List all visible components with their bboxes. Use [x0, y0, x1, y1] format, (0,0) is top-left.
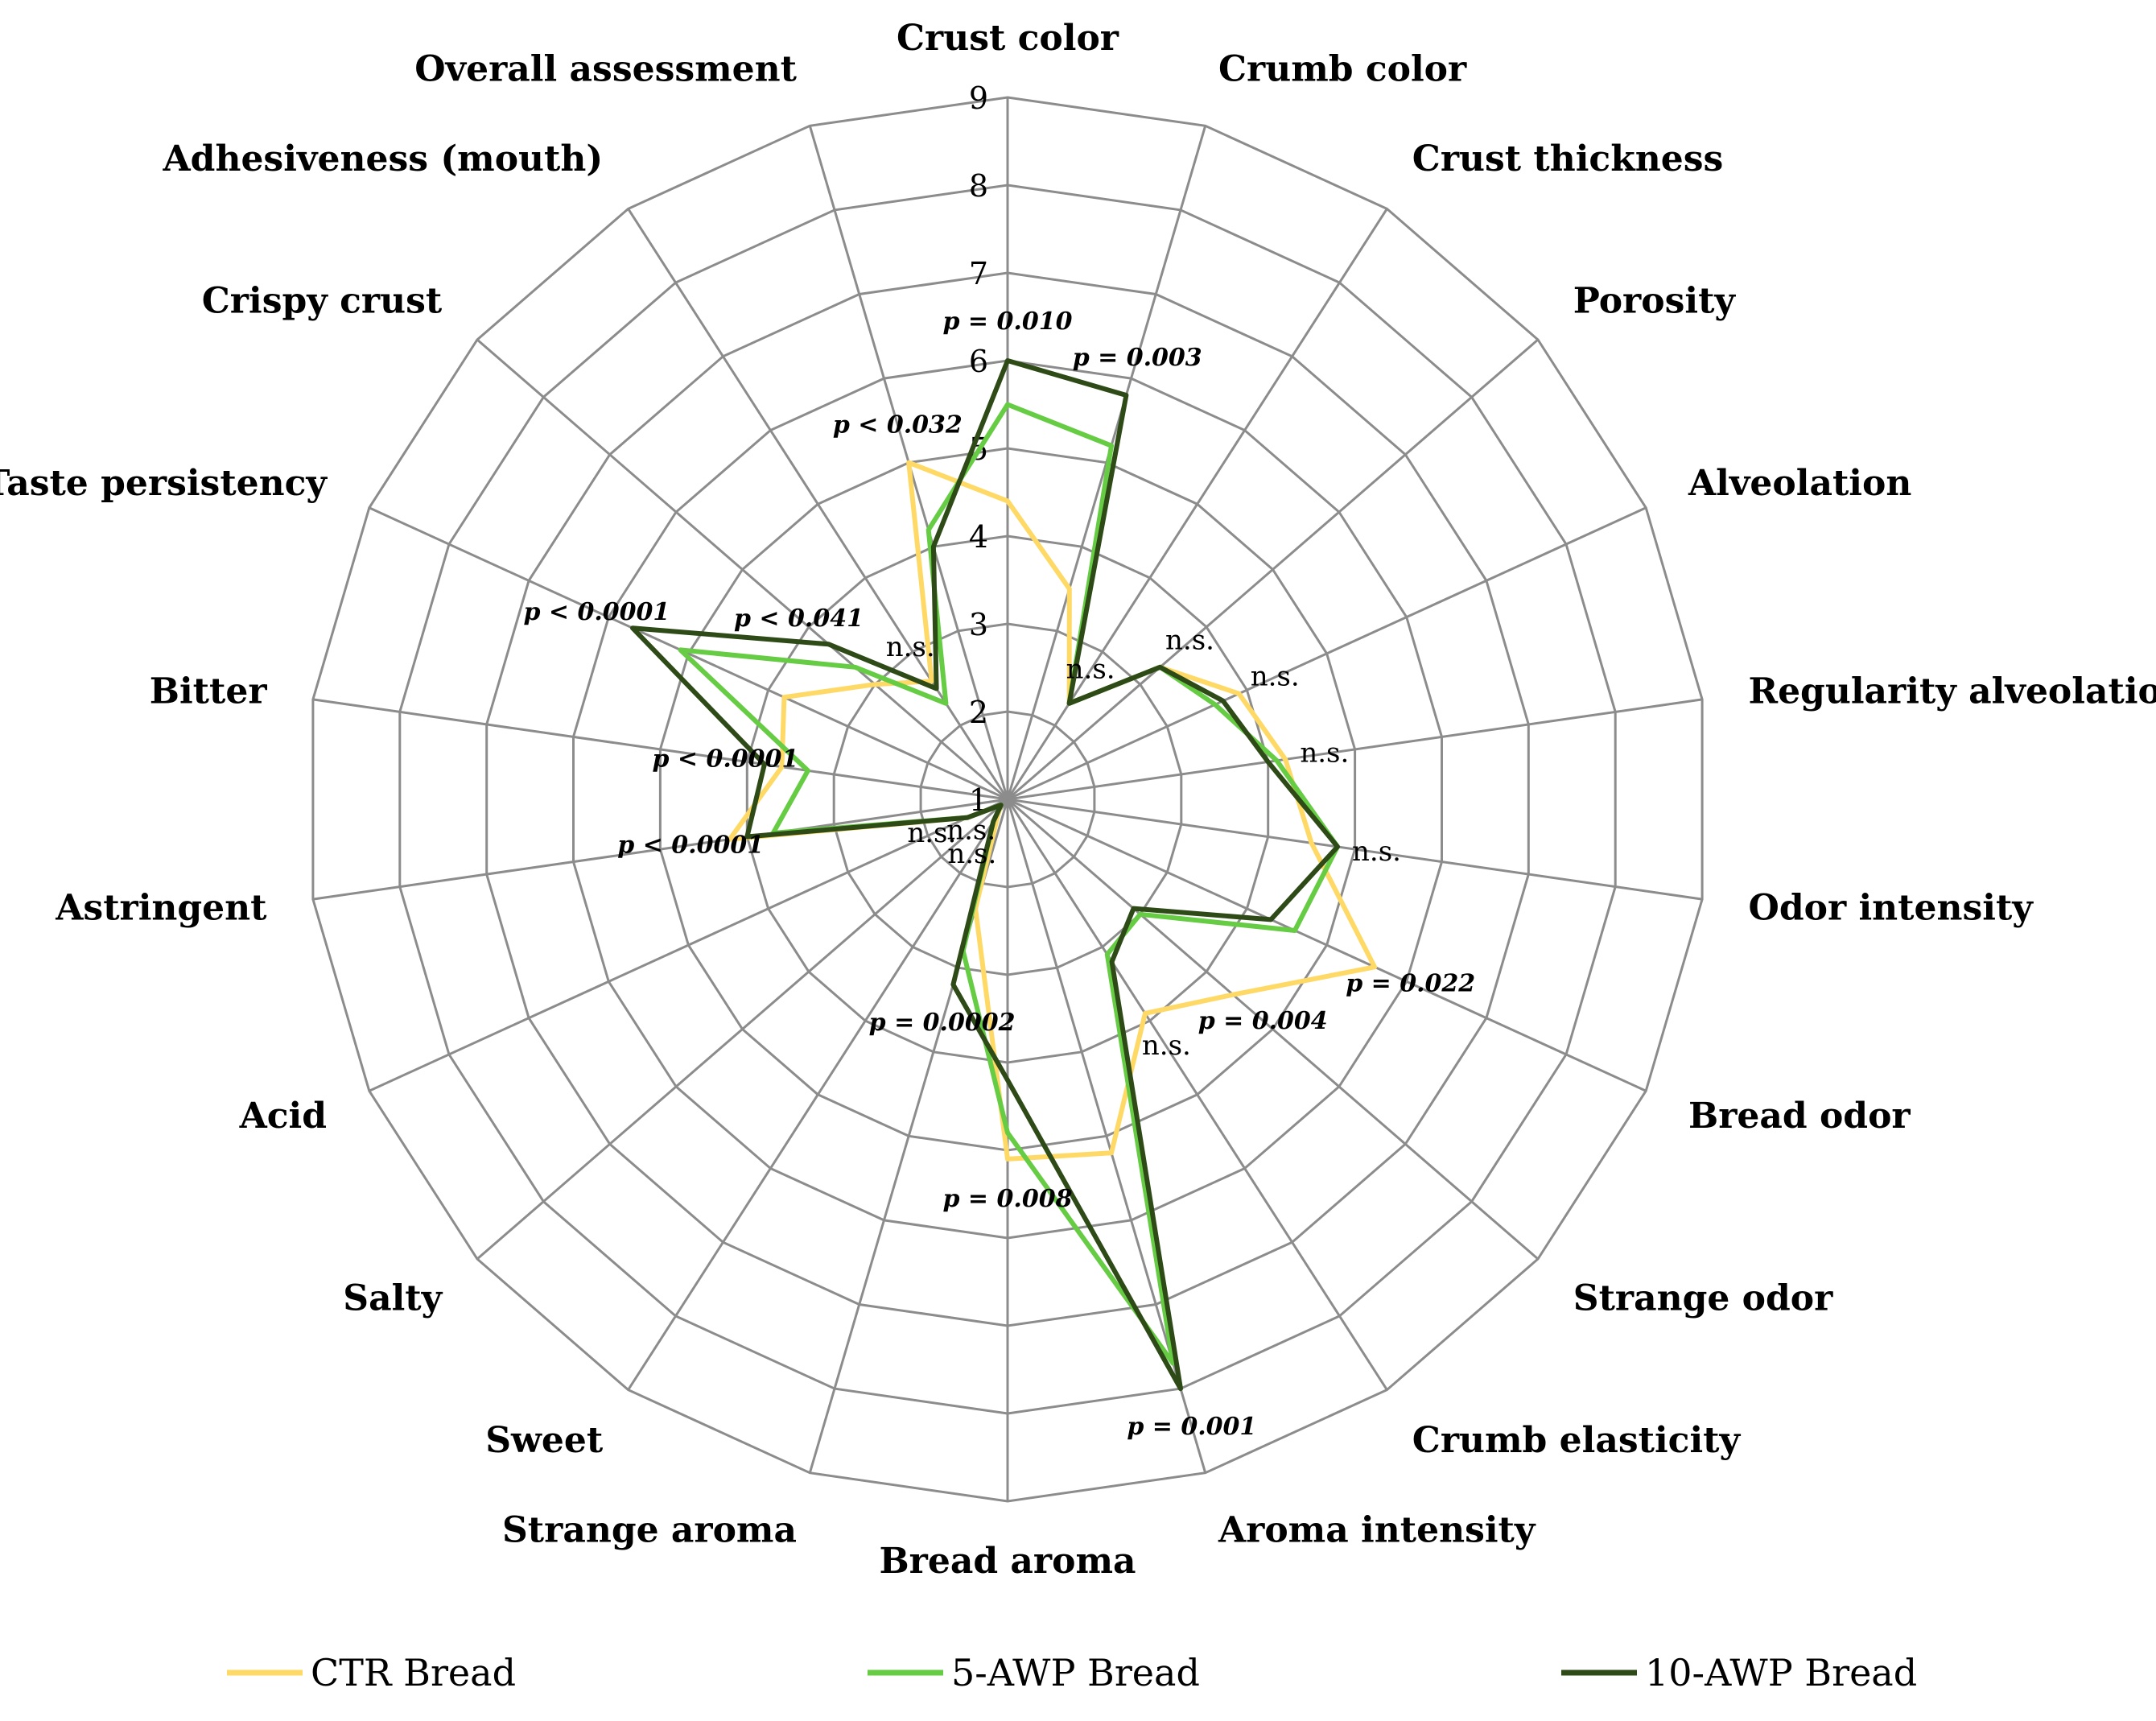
legend-label: 10-AWP Bread [1645, 1651, 1917, 1694]
axis-label-strange-aroma: Strange aroma [502, 1510, 797, 1551]
axis-label-adhesiveness-mouth: Adhesiveness (mouth) [163, 138, 604, 180]
legend-label: CTR Bread [311, 1651, 516, 1694]
series-line-ctr-bread [727, 460, 1378, 1162]
axis-label-bread-aroma: Bread aroma [879, 1541, 1136, 1582]
radar-grid [311, 96, 1704, 1503]
tick-label: 8 [969, 168, 988, 204]
annotation-crust-thickness: n.s. [1066, 654, 1115, 686]
legend-item-5-awp-bread: 5-AWP Bread [868, 1651, 1200, 1694]
series-lines [630, 358, 1378, 1392]
axis-label-acid: Acid [239, 1096, 327, 1137]
grid-spoke [1007, 338, 1539, 801]
grid-spoke [312, 798, 1008, 901]
axis-label-porosity: Porosity [1573, 281, 1737, 322]
legend-item-10-awp-bread: 10-AWP Bread [1561, 1651, 1917, 1694]
tick-label: 3 [969, 607, 988, 642]
tick-label: 6 [969, 344, 988, 379]
grid-spoke [369, 798, 1008, 1092]
annotation-bread-odor: p = 0.022 [1346, 970, 1475, 998]
axis-label-crumb-color: Crumb color [1218, 48, 1467, 89]
axis-label-aroma-intensity: Aroma intensity [1218, 1510, 1536, 1551]
axis-label-strange-odor: Strange odor [1573, 1278, 1833, 1319]
annotation-crust-color: p = 0.010 [943, 307, 1073, 336]
axis-label-crumb-elasticity: Crumb elasticity [1412, 1420, 1742, 1461]
axis-label-regularity-alveolation: Regularity alveolation [1749, 671, 2156, 712]
axis-label-sweet: Sweet [485, 1420, 604, 1461]
axis-label-bitter: Bitter [150, 671, 268, 712]
tick-label: 7 [969, 256, 988, 291]
legend-label: 5-AWP Bread [951, 1651, 1200, 1694]
grid-spoke [1006, 799, 1388, 1391]
annotation-odor-intensity: n.s. [1352, 836, 1401, 868]
grid-spoke [1007, 798, 1703, 901]
annotation-salty: n.s. [946, 814, 996, 846]
annotation-astringent: p < 0.0001 [617, 832, 764, 860]
axis-label-astringent: Astringent [55, 888, 267, 929]
annotation-aroma-intensity: p = 0.001 [1127, 1413, 1256, 1441]
axis-label-overall-assessment: Overall assessment [414, 48, 797, 89]
annotation-regularity-alveolation: n.s. [1300, 737, 1349, 769]
axis-label-taste-persistency: Taste persistency [0, 463, 328, 504]
axis-label-bread-odor: Bread odor [1688, 1096, 1911, 1137]
annotation-taste-persistency: p < 0.0001 [523, 598, 670, 626]
annotation-crumb-elasticity: n.s. [1142, 1030, 1191, 1062]
annotation-acid: n.s. [907, 817, 956, 849]
axis-label-odor-intensity: Odor intensity [1749, 888, 2034, 929]
axis-label-crust-thickness: Crust thickness [1412, 138, 1723, 180]
annotation-bitter: p < 0.0001 [652, 745, 798, 774]
annotation-adhesiveness-mouth: n.s. [886, 631, 935, 663]
axis-label-salty: Salty [343, 1278, 443, 1319]
grid-spoke [476, 338, 1008, 801]
grid-spoke [1007, 506, 1647, 801]
series-line-5-awp-bread [678, 402, 1340, 1366]
axis-labels: Crust color Crumb color Crust thickness Por… [0, 18, 2156, 1582]
tick-label: 4 [969, 519, 988, 555]
annotation-alveolation: n.s. [1251, 660, 1300, 692]
grid-spoke [1007, 798, 1539, 1261]
axis-label-alveolation: Alveolation [1688, 463, 1911, 504]
grid-spoke [369, 506, 1008, 801]
annotation-bread-aroma: p = 0.008 [943, 1185, 1073, 1213]
series-line-10-awp-bread [630, 358, 1340, 1392]
grid-spoke [627, 799, 1009, 1391]
grid-spoke [312, 698, 1008, 801]
annotation-crispy-crust: p < 0.041 [734, 605, 864, 633]
annotation-porosity: n.s. [1165, 625, 1214, 657]
tick-label: 9 [969, 80, 988, 116]
tick-label: 2 [969, 695, 988, 730]
axis-label-crispy-crust: Crispy crust [202, 281, 443, 322]
grid-spoke [1007, 698, 1703, 801]
legend-item-ctr-bread: CTR Bread [227, 1651, 516, 1694]
annotation-crumb-color: p = 0.003 [1073, 344, 1202, 372]
axis-label-crust-color: Crust color [897, 18, 1119, 59]
legend: CTR Bread 5-AWP Bread 10-AWP Bread [227, 1651, 1917, 1694]
annotation-strange-odor: p = 0.004 [1198, 1007, 1328, 1035]
grid-spoke [1007, 798, 1647, 1092]
grid-spoke [476, 798, 1008, 1261]
annotation-overall-assessment: p < 0.032 [833, 411, 963, 440]
annotation-strange-aroma: p = 0.0002 [869, 1009, 1016, 1037]
annotation-sweet: n.s. [947, 838, 996, 870]
